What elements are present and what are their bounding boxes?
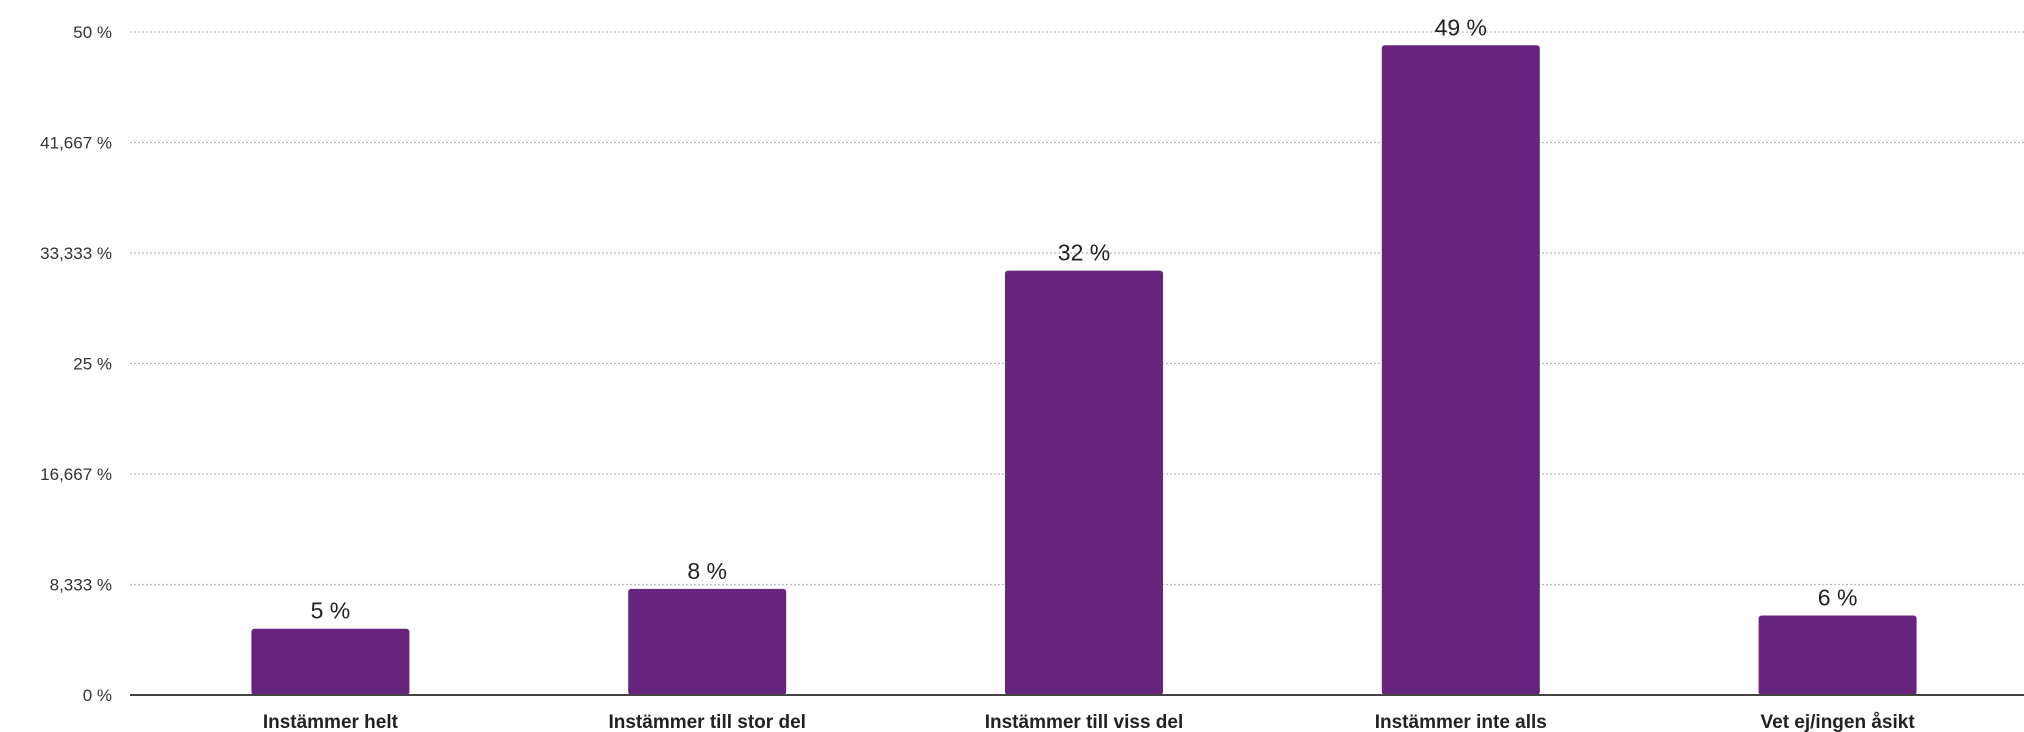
y-tick-label: 50 % xyxy=(73,23,112,42)
data-label: 6 % xyxy=(1818,584,1858,610)
x-category-label: Instämmer inte alls xyxy=(1375,712,1547,732)
data-label: 49 % xyxy=(1435,14,1487,40)
x-axis-category-labels: Instämmer helt Instämmer till stor del Ins… xyxy=(263,712,1916,732)
y-tick-label: 41,667 % xyxy=(40,133,112,152)
bars xyxy=(251,45,1917,695)
bar xyxy=(1005,270,1163,695)
bar xyxy=(1381,45,1540,695)
data-label: 5 % xyxy=(311,598,351,624)
bar xyxy=(1758,615,1917,695)
y-tick-label: 16,667 % xyxy=(40,465,112,484)
y-tick-label: 25 % xyxy=(73,355,112,374)
bar xyxy=(628,588,787,695)
x-category-label: Instämmer till stor del xyxy=(608,712,805,732)
x-category-label: Vet ej/ingen åsikt xyxy=(1761,712,1916,732)
y-axis-tick-labels: 0 % 8,333 % 16,667 % 25 % 33,333 % 41,667 % 50… xyxy=(40,23,112,705)
x-category-label: Instämmer helt xyxy=(263,712,399,732)
bar xyxy=(251,628,410,695)
y-tick-label: 0 % xyxy=(83,686,112,705)
x-category-label: Instämmer till viss del xyxy=(985,712,1184,732)
y-tick-label: 8,333 % xyxy=(50,576,112,595)
data-label: 32 % xyxy=(1058,240,1110,266)
y-tick-label: 33,333 % xyxy=(40,244,112,263)
data-labels: 5 % 8 % 32 % 49 % 6 % xyxy=(311,14,1858,623)
data-label: 8 % xyxy=(687,558,727,584)
